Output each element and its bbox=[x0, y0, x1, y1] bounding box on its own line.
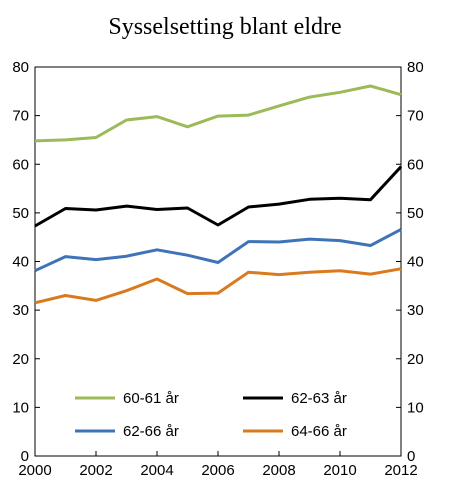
y-tick-label-right: 0 bbox=[407, 448, 415, 465]
legend-label: 60-61 år bbox=[123, 390, 179, 407]
y-tick-label-right: 50 bbox=[407, 205, 424, 222]
y-tick-label-right: 70 bbox=[407, 108, 424, 125]
x-tick-label: 2004 bbox=[140, 462, 173, 479]
x-tick-label: 2010 bbox=[323, 462, 356, 479]
y-axis-left: 0 10 20 30 40 50 60 70 80 bbox=[12, 59, 40, 465]
x-axis: 2000 2002 2004 2006 2008 2010 2012 bbox=[18, 451, 418, 479]
legend-label: 64-66 år bbox=[291, 423, 347, 440]
x-tick-label: 2000 bbox=[18, 462, 51, 479]
y-tick-label-right: 60 bbox=[407, 156, 424, 173]
legend: 60-61 år 62-63 år 62-66 år 64-66 år bbox=[75, 390, 347, 440]
y-tick-label-right: 80 bbox=[407, 59, 424, 76]
series-group bbox=[34, 84, 403, 305]
chart-title: Sysselsetting blant eldre bbox=[108, 14, 341, 40]
x-tick-label: 2008 bbox=[262, 462, 295, 479]
series-line-3 bbox=[34, 267, 402, 305]
y-tick-label-right: 10 bbox=[407, 399, 424, 416]
y-tick-label-right: 30 bbox=[407, 302, 424, 319]
legend-label: 62-66 år bbox=[123, 423, 179, 440]
y-tick-label-right: 20 bbox=[407, 351, 424, 368]
series-line-2 bbox=[34, 228, 402, 273]
series-line-0 bbox=[34, 84, 402, 143]
series-line-1 bbox=[34, 165, 403, 228]
y-tick-label-left: 0 bbox=[21, 448, 29, 465]
y-tick-label-right: 40 bbox=[407, 254, 424, 271]
y-tick-label-left: 60 bbox=[12, 156, 29, 173]
legend-label: 62-63 år bbox=[291, 390, 347, 407]
x-tick-label: 2006 bbox=[201, 462, 234, 479]
y-tick-label-left: 10 bbox=[12, 399, 29, 416]
y-tick-label-left: 50 bbox=[12, 205, 29, 222]
y-axis-right: 0 10 20 30 40 50 60 70 80 bbox=[396, 59, 424, 465]
x-tick-label: 2012 bbox=[384, 462, 417, 479]
x-tick-label: 2002 bbox=[79, 462, 112, 479]
y-tick-label-left: 70 bbox=[12, 108, 29, 125]
y-tick-label-left: 40 bbox=[12, 254, 29, 271]
y-tick-label-left: 20 bbox=[12, 351, 29, 368]
y-tick-label-left: 30 bbox=[12, 302, 29, 319]
y-tick-label-left: 80 bbox=[12, 59, 29, 76]
